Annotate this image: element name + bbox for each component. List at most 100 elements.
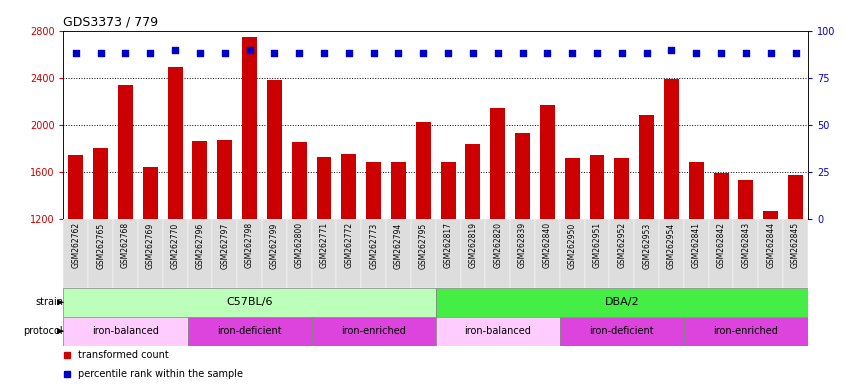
Point [541,50,554,56]
Bar [69,156,83,360]
Bar [143,167,157,360]
Bar [535,219,560,288]
Bar [63,219,88,288]
Bar [311,219,337,288]
Point [640,50,653,56]
Bar [709,219,733,288]
Text: GSM262843: GSM262843 [741,222,750,268]
Bar [193,141,207,360]
Text: GSM262842: GSM262842 [717,222,726,268]
Text: GSM262840: GSM262840 [543,222,552,268]
Bar [510,219,535,288]
Bar [88,219,113,288]
Text: GSM262796: GSM262796 [195,222,205,268]
Point [615,50,629,56]
Text: GSM262953: GSM262953 [642,222,651,268]
Text: GSM262765: GSM262765 [96,222,105,268]
Bar [684,219,709,288]
Bar [441,162,455,360]
Bar [168,67,183,360]
Point [69,50,83,56]
Point [392,50,405,56]
Bar [684,317,808,346]
Bar [763,211,778,360]
Point [788,50,802,56]
Bar [640,115,654,360]
Text: GSM262845: GSM262845 [791,222,800,268]
Bar [540,105,555,360]
Point [591,50,604,56]
Text: GSM262768: GSM262768 [121,222,130,268]
Point [243,46,256,53]
Point [739,50,753,56]
Text: GSM262841: GSM262841 [692,222,700,268]
Bar [162,219,188,288]
Bar [465,144,481,360]
Point [144,50,157,56]
Text: DBA/2: DBA/2 [605,297,639,308]
Text: GSM262794: GSM262794 [394,222,403,268]
Text: GSM262817: GSM262817 [443,222,453,268]
Bar [634,219,659,288]
Text: GSM262769: GSM262769 [146,222,155,268]
Bar [733,219,758,288]
Point [442,50,455,56]
Bar [659,219,684,288]
Text: GSM262773: GSM262773 [369,222,378,268]
Bar [242,36,257,360]
Bar [262,219,287,288]
Text: iron-deficient: iron-deficient [217,326,282,336]
Point [516,50,530,56]
Point [168,46,182,53]
Text: GSM262799: GSM262799 [270,222,279,268]
Text: iron-balanced: iron-balanced [92,326,159,336]
Bar [342,154,356,360]
Bar [491,108,505,360]
Text: GSM262800: GSM262800 [294,222,304,268]
Text: GSM262819: GSM262819 [469,222,477,268]
Bar [366,162,381,360]
Point [491,50,504,56]
Text: GSM262950: GSM262950 [568,222,577,268]
Point [267,50,281,56]
Bar [217,140,232,360]
Text: GSM262795: GSM262795 [419,222,428,268]
Bar [590,156,604,360]
Bar [237,219,262,288]
Bar [416,122,431,360]
Bar [188,317,311,346]
Bar [93,148,108,360]
Text: GSM262952: GSM262952 [618,222,626,268]
Bar [436,317,560,346]
Bar [585,219,609,288]
Bar [316,157,332,360]
Bar [436,219,460,288]
Point [764,50,777,56]
Point [118,50,132,56]
Bar [188,219,212,288]
Text: percentile rank within the sample: percentile rank within the sample [79,369,244,379]
Bar [113,219,138,288]
Bar [311,317,436,346]
Bar [361,219,386,288]
Bar [292,142,306,360]
Text: strain: strain [35,297,63,308]
Text: iron-enriched: iron-enriched [341,326,406,336]
Text: GSM262772: GSM262772 [344,222,354,268]
Bar [739,180,753,360]
Point [218,50,232,56]
Text: GSM262770: GSM262770 [171,222,179,268]
Text: GDS3373 / 779: GDS3373 / 779 [63,15,158,28]
Bar [287,219,311,288]
Point [317,50,331,56]
Text: iron-balanced: iron-balanced [464,326,531,336]
Text: GSM262951: GSM262951 [592,222,602,268]
Bar [460,219,486,288]
Bar [515,133,530,360]
Bar [391,162,406,360]
Point [367,50,381,56]
Text: iron-deficient: iron-deficient [590,326,654,336]
Bar [337,219,361,288]
Bar [788,175,803,360]
Bar [609,219,634,288]
